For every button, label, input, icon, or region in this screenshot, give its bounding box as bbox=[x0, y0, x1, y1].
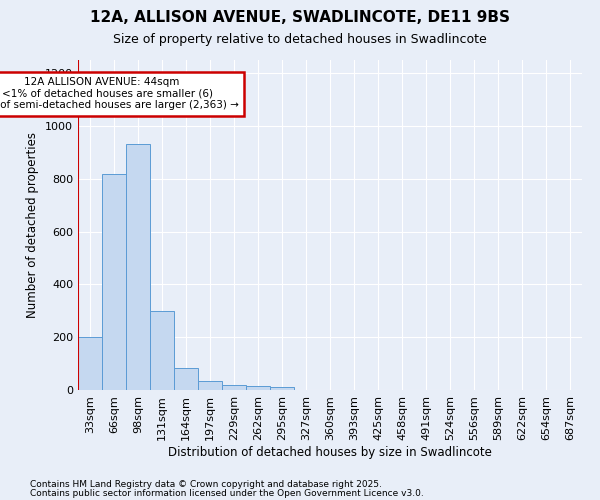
Bar bbox=[78, 337, 102, 390]
Text: Contains HM Land Registry data © Crown copyright and database right 2025.: Contains HM Land Registry data © Crown c… bbox=[30, 480, 382, 489]
Y-axis label: Number of detached properties: Number of detached properties bbox=[26, 132, 40, 318]
Bar bbox=[174, 368, 198, 390]
Bar bbox=[222, 384, 246, 390]
Bar bbox=[126, 144, 150, 390]
Bar bbox=[198, 381, 222, 390]
Bar bbox=[246, 386, 270, 390]
Text: 12A ALLISON AVENUE: 44sqm
← <1% of detached houses are smaller (6)
>99% of semi-: 12A ALLISON AVENUE: 44sqm ← <1% of detac… bbox=[0, 77, 239, 110]
Text: Size of property relative to detached houses in Swadlincote: Size of property relative to detached ho… bbox=[113, 32, 487, 46]
Bar bbox=[270, 388, 294, 390]
Bar bbox=[150, 311, 174, 390]
Bar bbox=[102, 174, 126, 390]
X-axis label: Distribution of detached houses by size in Swadlincote: Distribution of detached houses by size … bbox=[168, 446, 492, 458]
Text: 12A, ALLISON AVENUE, SWADLINCOTE, DE11 9BS: 12A, ALLISON AVENUE, SWADLINCOTE, DE11 9… bbox=[90, 10, 510, 25]
Text: Contains public sector information licensed under the Open Government Licence v3: Contains public sector information licen… bbox=[30, 490, 424, 498]
